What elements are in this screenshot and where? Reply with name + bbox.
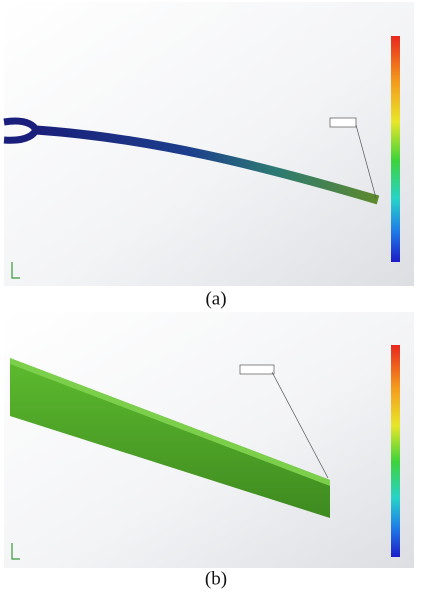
color-bar (391, 36, 400, 262)
color-bar (391, 345, 400, 557)
panel-b (4, 312, 414, 568)
panel-label: (b) (205, 568, 227, 589)
callout-box (330, 118, 356, 127)
viewport (4, 2, 414, 286)
panel-a (4, 2, 414, 286)
panel-label: (a) (205, 288, 226, 309)
figure: (a) (b) (0, 0, 433, 594)
callout-box (240, 365, 274, 374)
